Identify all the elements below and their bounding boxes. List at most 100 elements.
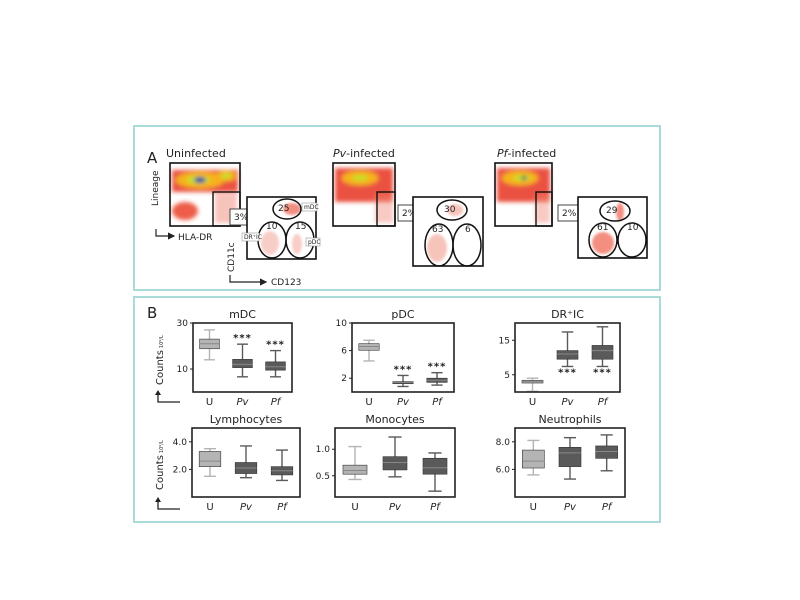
x-tick-label: Pv xyxy=(562,397,575,408)
x-tick-label: U xyxy=(351,502,358,513)
box-chart-pdc: pDC 2 6 10 U Pv *** Pf *** xyxy=(336,308,455,408)
y-tick-label: 10 xyxy=(177,365,189,375)
significance-stars: *** xyxy=(394,364,413,375)
box-Pv xyxy=(392,374,414,388)
y-axis-label-row1: Counts 10⁹/L xyxy=(155,335,180,403)
svg-text:3%: 3% xyxy=(234,213,249,223)
iqr-box xyxy=(232,359,253,368)
ylabel-counts: Counts xyxy=(155,455,166,490)
chart-title: Monocytes xyxy=(365,413,425,426)
box-Pf xyxy=(426,371,448,386)
x-tick-label: Pv xyxy=(240,502,253,513)
y-tick-label: 5 xyxy=(504,371,510,381)
group-pv-infected: Pv-infected 2% 30 63 6 xyxy=(332,147,484,267)
group-title: Pf-infected xyxy=(497,147,556,160)
iqr-box xyxy=(591,345,614,360)
axis-hladr: HLA-DR xyxy=(178,233,212,243)
axis-lineage: Lineage xyxy=(151,170,161,206)
x-tick-label: U xyxy=(206,397,213,408)
iqr-box xyxy=(342,464,368,475)
svg-text:61: 61 xyxy=(597,223,608,233)
box-U xyxy=(522,439,545,476)
x-tick-label: U xyxy=(206,502,213,513)
svg-text:6: 6 xyxy=(465,225,471,235)
significance-stars: *** xyxy=(266,340,285,351)
cd11c-cd123-plot: 30 63 6 xyxy=(412,196,484,267)
x-tick-label: Pf xyxy=(598,397,609,408)
plot-frame xyxy=(191,427,301,498)
y-tick-label: 0.5 xyxy=(316,472,330,482)
iqr-box xyxy=(595,445,618,459)
plot-frame xyxy=(514,322,621,393)
box-U xyxy=(342,445,368,481)
y-tick-label: 8.0 xyxy=(496,438,511,448)
box-chart-lymphocytes: Lymphocytes 2.0 4.0 U Pv Pf xyxy=(173,413,301,513)
chart-title: DR⁺IC xyxy=(551,308,584,321)
iqr-box xyxy=(382,456,408,471)
iqr-box xyxy=(198,451,222,467)
svg-text:63: 63 xyxy=(432,225,443,235)
plot-frame xyxy=(192,322,293,393)
svg-text:29: 29 xyxy=(606,206,618,216)
svg-text:25: 25 xyxy=(278,204,289,214)
box-U xyxy=(199,329,220,361)
box-chart-mdc: mDC 10 30 U Pv *** Pf *** xyxy=(177,308,293,408)
plot-frame xyxy=(351,322,455,393)
svg-text:2%: 2% xyxy=(562,209,577,219)
group-uninfected: Uninfected 3% xyxy=(151,147,321,288)
box-chart-neutrophils: Neutrophils 6.0 8.0 U Pv Pf xyxy=(496,413,626,513)
plot-frame xyxy=(334,427,456,498)
chart-title: Lymphocytes xyxy=(210,413,283,426)
tag-dric: DR⁺IC xyxy=(244,234,262,241)
x-tick-label: U xyxy=(530,502,537,513)
y-tick-label: 15 xyxy=(499,336,510,346)
x-tick-label: Pv xyxy=(389,502,402,513)
x-tick-label: Pv xyxy=(564,502,577,513)
box-Pf xyxy=(595,434,618,472)
tag-pdc: pDC xyxy=(308,239,321,246)
cd11c-cd123-plot: 25 10 15 mDC DR⁺IC pDC xyxy=(241,196,321,260)
ylabel-unit: 10⁹/L xyxy=(159,440,165,453)
svg-text:Counts10⁹/L: Counts 10⁹/L xyxy=(155,440,166,490)
svg-text:10: 10 xyxy=(627,223,639,233)
group-pf-infected: Pf-infected 2% 29 61 10 xyxy=(494,147,648,259)
axis-cd11c: CD11c xyxy=(227,242,237,272)
lineage-hladr-plot xyxy=(494,162,553,227)
significance-stars: *** xyxy=(593,367,612,378)
x-tick-label: Pv xyxy=(237,397,250,408)
group-title: Pv-infected xyxy=(333,147,395,160)
box-Pv xyxy=(234,445,258,479)
x-tick-label: Pf xyxy=(271,397,282,408)
box-chart-dric: DR⁺IC 5 15 U Pv *** Pf *** xyxy=(499,308,621,408)
x-tick-label: U xyxy=(529,397,536,408)
panel-a-letter: A xyxy=(147,149,158,167)
plot-frame xyxy=(514,427,626,498)
x-tick-label: Pf xyxy=(602,502,613,513)
y-tick-label: 6 xyxy=(341,347,347,357)
ylabel-unit: 10⁹/L xyxy=(159,335,165,348)
axis-cd123: CD123 xyxy=(271,278,301,288)
iqr-box xyxy=(522,449,545,469)
x-tick-label: Pf xyxy=(277,502,288,513)
panel-b-frame xyxy=(133,296,661,523)
iqr-box xyxy=(556,350,579,360)
x-tick-label: U xyxy=(365,397,372,408)
box-Pv xyxy=(382,436,408,478)
box-Pf xyxy=(591,326,614,368)
svg-text:15: 15 xyxy=(295,222,306,232)
y-tick-label: 10 xyxy=(336,319,348,329)
y-tick-label: 1.0 xyxy=(316,445,331,455)
significance-stars: *** xyxy=(233,333,252,344)
lineage-hladr-plot xyxy=(169,162,241,227)
y-tick-label: 2 xyxy=(341,374,347,384)
box-chart-monocytes: Monocytes 0.5 1.0 U Pv Pf xyxy=(316,413,456,513)
iqr-box xyxy=(422,457,448,475)
lineage-hladr-plot xyxy=(332,162,396,227)
box-U xyxy=(198,448,222,477)
box-Pf xyxy=(422,452,448,492)
tag-mdc: mDC xyxy=(304,204,319,211)
box-Pv xyxy=(558,436,582,480)
svg-text:2%: 2% xyxy=(402,209,417,219)
